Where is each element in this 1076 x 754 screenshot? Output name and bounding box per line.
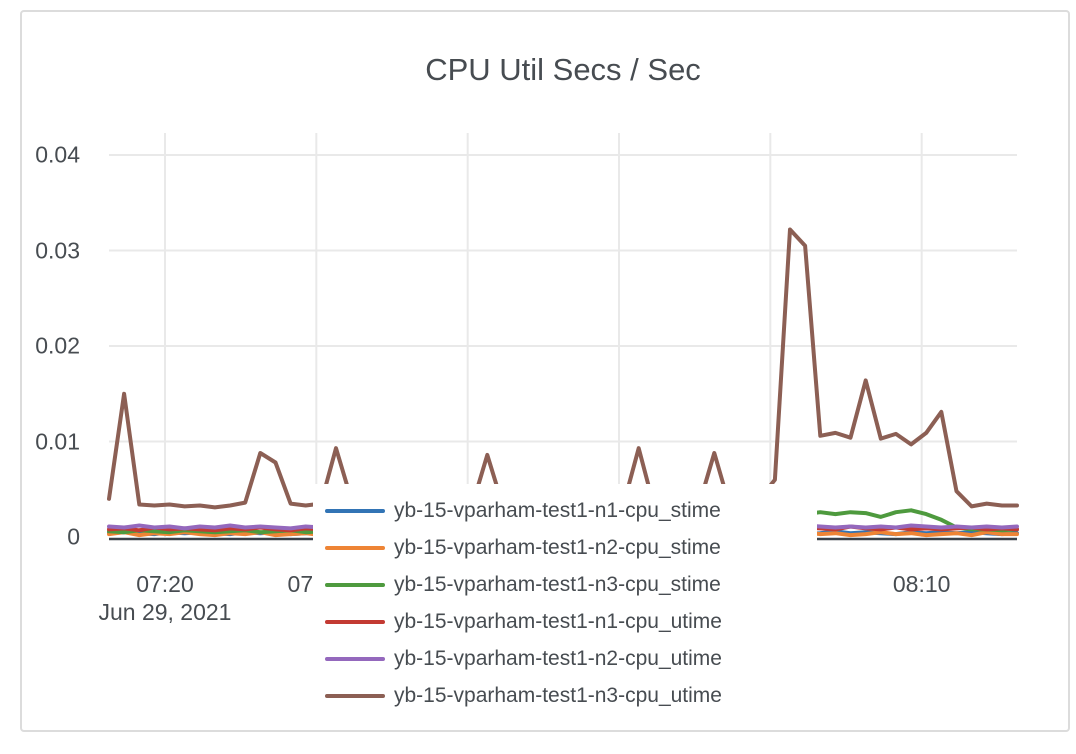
legend-swatch-line <box>325 619 385 624</box>
legend-label: yb-15-vparham-test1-n3-cpu_stime <box>394 572 721 596</box>
y-tick-label: 0.02 <box>35 332 80 359</box>
legend-label: yb-15-vparham-test1-n2-cpu_utime <box>394 646 722 670</box>
legend-swatch-line <box>325 693 385 698</box>
y-tick-label: 0.01 <box>35 428 80 454</box>
plot-canvas[interactable] <box>109 133 1017 537</box>
legend-item[interactable]: yb-15-vparham-test1-n1-cpu_utime <box>325 603 817 640</box>
legend-item[interactable]: yb-15-vparham-test1-n2-cpu_stime <box>325 529 817 566</box>
x-tick-label: 08:10 <box>892 571 951 597</box>
chart-title: CPU Util Secs / Sec <box>425 52 701 87</box>
legend: yb-15-vparham-test1-n1-cpu_stime yb-15-vp… <box>313 484 817 718</box>
y-tick-label: 0 <box>67 523 80 550</box>
gridlines <box>109 133 1017 537</box>
legend-swatch-line <box>325 656 385 661</box>
y-tick-label: 0.04 <box>35 141 80 168</box>
legend-item[interactable]: yb-15-vparham-test1-n3-cpu_utime <box>325 677 817 714</box>
legend-swatch-line <box>325 582 385 587</box>
legend-item[interactable]: yb-15-vparham-test1-n3-cpu_stime <box>325 566 817 603</box>
legend-label: yb-15-vparham-test1-n1-cpu_utime <box>394 609 722 633</box>
x-axis-date-label: Jun 29, 2021 <box>98 599 232 625</box>
legend-label: yb-15-vparham-test1-n3-cpu_utime <box>394 683 722 707</box>
x-tick-label: 07:20 Jun 29, 2021 <box>85 570 245 626</box>
legend-label: yb-15-vparham-test1-n2-cpu_stime <box>394 535 721 559</box>
y-tick-label: 0.03 <box>35 237 80 263</box>
legend-item[interactable]: yb-15-vparham-test1-n2-cpu_utime <box>325 640 817 677</box>
legend-swatch-line <box>325 508 385 513</box>
legend-item[interactable]: yb-15-vparham-test1-n1-cpu_stime <box>325 492 817 529</box>
legend-label: yb-15-vparham-test1-n1-cpu_stime <box>394 498 721 522</box>
legend-swatch-line <box>325 545 385 550</box>
